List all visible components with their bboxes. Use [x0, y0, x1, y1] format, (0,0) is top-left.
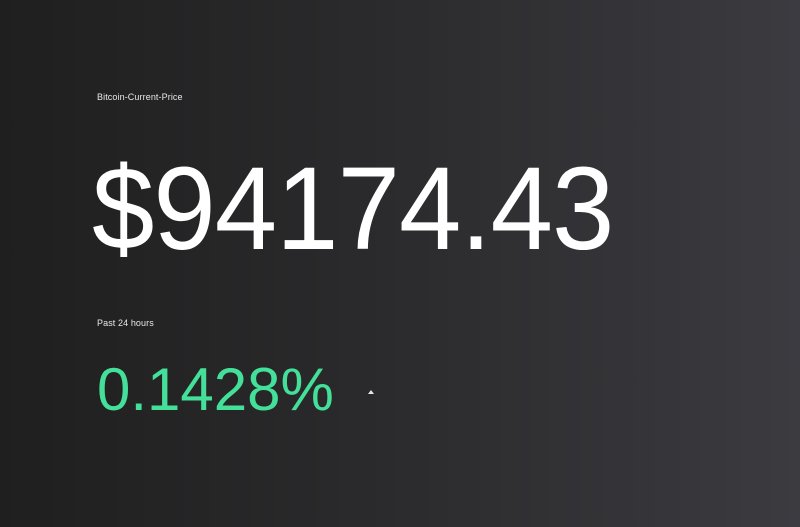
current-price: $94174.43 [92, 143, 614, 275]
period-label: Past 24 hours [97, 318, 154, 328]
price-change-row: 0.1428% [97, 360, 374, 420]
page-title: Bitcoin-Current-Price [97, 92, 183, 102]
price-change-percent: 0.1428% [97, 356, 334, 423]
caret-up-icon [367, 390, 374, 394]
